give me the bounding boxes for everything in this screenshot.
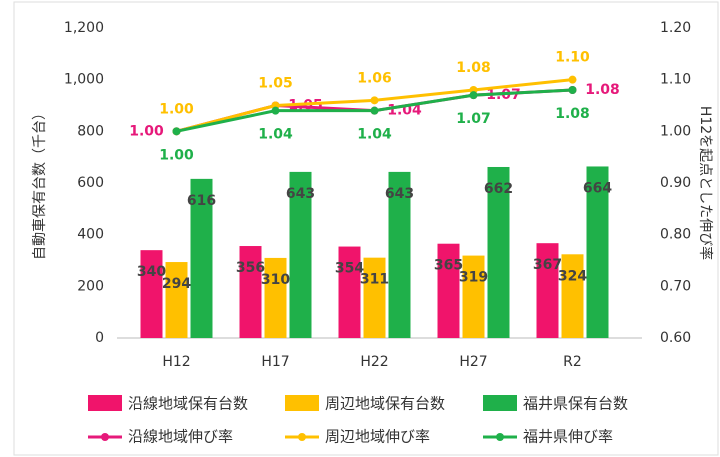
bar bbox=[289, 171, 312, 338]
y-tick-label: 200 bbox=[77, 278, 104, 294]
legend-marker bbox=[496, 433, 504, 441]
y-tick-label: 800 bbox=[77, 123, 104, 139]
bar-value-label: 319 bbox=[459, 270, 488, 286]
legend-label: 周辺地域伸び率 bbox=[325, 428, 430, 446]
bar-value-label: 311 bbox=[360, 272, 389, 288]
bar-value-label: 354 bbox=[335, 261, 364, 277]
y-tick-label: 400 bbox=[77, 227, 104, 243]
bar bbox=[388, 171, 411, 338]
line-point bbox=[568, 75, 577, 84]
line-point bbox=[172, 127, 181, 136]
line-value-label: 1.00 bbox=[129, 123, 164, 139]
bar bbox=[363, 257, 386, 338]
y2-tick-label: 0.80 bbox=[660, 227, 691, 243]
line-value-label: 1.06 bbox=[357, 70, 392, 86]
y2-tick-label: 0.60 bbox=[660, 330, 691, 346]
y-tick-label: 600 bbox=[77, 175, 104, 191]
legend-label: 福井県伸び率 bbox=[523, 428, 613, 446]
y-tick-label: 0 bbox=[95, 330, 104, 346]
y2-tick-label: 1.00 bbox=[660, 123, 691, 139]
x-tick-label: R2 bbox=[563, 354, 582, 370]
bar bbox=[487, 166, 510, 338]
bar-value-label: 643 bbox=[286, 186, 315, 202]
x-tick-label: H22 bbox=[360, 354, 388, 370]
line-point bbox=[271, 106, 280, 115]
legend-swatch bbox=[88, 395, 122, 411]
line-value-label: 1.04 bbox=[258, 127, 293, 143]
legend-swatch bbox=[483, 395, 517, 411]
y-tick-label: 1,000 bbox=[64, 72, 104, 88]
bar bbox=[437, 243, 460, 338]
x-tick-label: H12 bbox=[162, 354, 190, 370]
legend-label: 福井県保有台数 bbox=[523, 395, 628, 413]
legend-label: 周辺地域保有台数 bbox=[325, 395, 445, 413]
bar-value-label: 643 bbox=[385, 186, 414, 202]
y2-tick-label: 0.90 bbox=[660, 175, 691, 191]
legend-marker bbox=[298, 433, 306, 441]
legend-marker bbox=[101, 433, 109, 441]
x-tick-label: H27 bbox=[459, 354, 487, 370]
line-point bbox=[370, 96, 379, 105]
line-value-label: 1.08 bbox=[456, 60, 491, 76]
line-point bbox=[568, 86, 577, 94]
bar-value-label: 310 bbox=[261, 272, 290, 288]
bar-value-label: 365 bbox=[434, 258, 463, 274]
bar-value-label: 356 bbox=[236, 260, 265, 276]
bar bbox=[462, 255, 485, 338]
y2-axis-label: H12を起点とした伸び率 bbox=[697, 106, 714, 260]
line-point bbox=[469, 91, 478, 100]
legend-label: 沿線地域保有台数 bbox=[128, 395, 248, 413]
line-point bbox=[370, 106, 379, 115]
bar bbox=[165, 262, 188, 338]
chart-frame bbox=[13, 1, 719, 456]
legend-label: 沿線地域伸び率 bbox=[128, 428, 233, 446]
bar-value-label: 367 bbox=[533, 257, 562, 273]
line-value-label: 1.04 bbox=[357, 127, 392, 143]
y-tick-label: 1,200 bbox=[64, 20, 104, 36]
bar bbox=[561, 254, 584, 338]
legend-swatch bbox=[285, 395, 319, 411]
bar-value-label: 340 bbox=[137, 264, 166, 280]
bar-value-label: 616 bbox=[187, 193, 216, 209]
line-value-label: 1.05 bbox=[258, 76, 293, 92]
bar-value-label: 294 bbox=[162, 276, 191, 292]
line-value-label: 1.08 bbox=[585, 82, 620, 98]
line-value-label: 1.10 bbox=[555, 50, 590, 66]
y2-tick-label: 1.10 bbox=[660, 72, 691, 88]
bar bbox=[190, 178, 213, 338]
bar bbox=[586, 166, 609, 338]
line-value-label: 1.00 bbox=[159, 147, 194, 163]
y-axis-label: 自動車保有台数（千台） bbox=[31, 106, 48, 260]
line-value-label: 1.07 bbox=[486, 87, 521, 103]
bar-value-label: 662 bbox=[484, 181, 513, 197]
y2-tick-label: 1.20 bbox=[660, 20, 691, 36]
line-value-label: 1.00 bbox=[159, 101, 194, 117]
bar bbox=[140, 250, 163, 338]
bar bbox=[264, 257, 287, 338]
bar-value-label: 664 bbox=[583, 180, 612, 196]
line-value-label: 1.07 bbox=[456, 111, 491, 127]
bar bbox=[239, 246, 262, 338]
line-value-label: 1.08 bbox=[555, 106, 590, 122]
y2-tick-label: 0.70 bbox=[660, 278, 691, 294]
x-tick-label: H17 bbox=[261, 354, 289, 370]
bar bbox=[338, 246, 361, 338]
bar-value-label: 324 bbox=[558, 268, 587, 284]
bar bbox=[536, 243, 559, 338]
